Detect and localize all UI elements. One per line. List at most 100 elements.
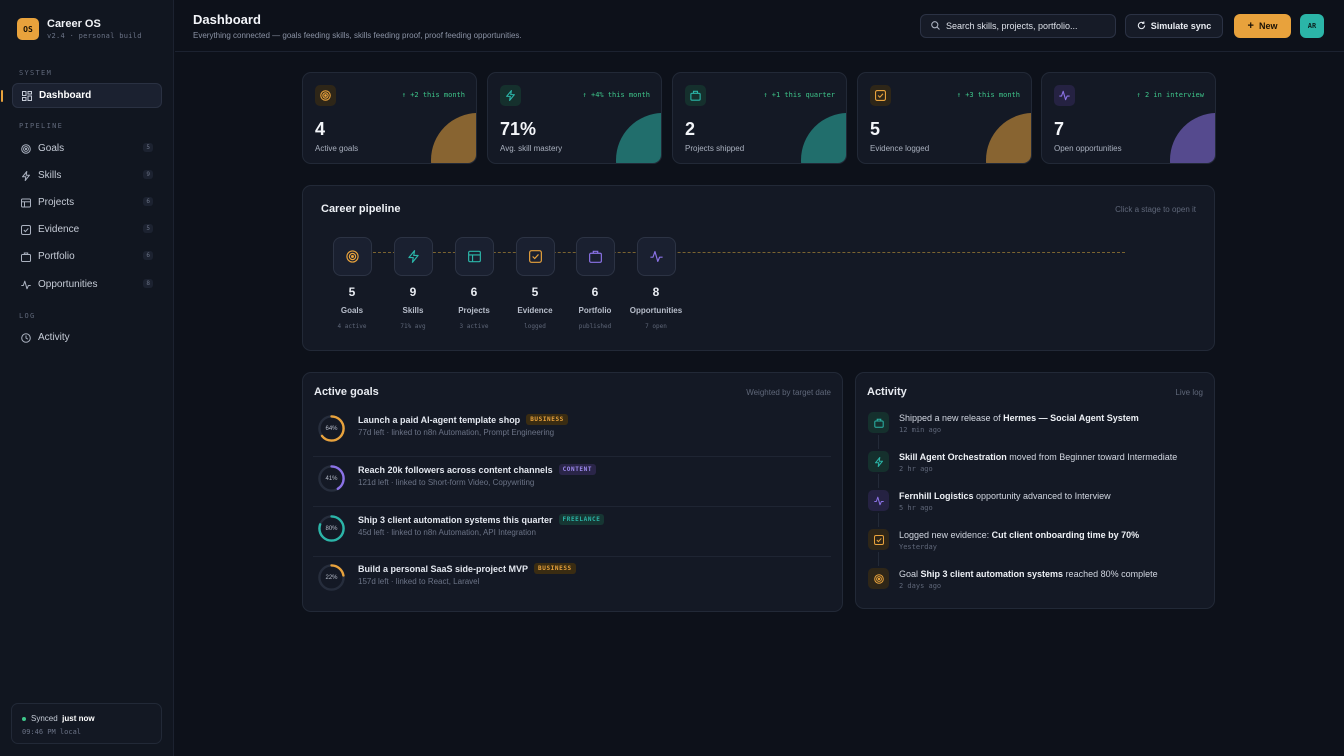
activity-item[interactable]: Skill Agent Orchestration moved from Beg… — [868, 450, 1208, 488]
target-icon — [332, 237, 372, 276]
bag-icon — [868, 412, 889, 433]
sidebar-item-portfolio[interactable]: Portfolio 6 — [12, 244, 162, 269]
bolt-icon — [21, 170, 31, 181]
pipeline-stage-goals[interactable]: 5 Goals 4 active — [322, 237, 382, 330]
activity-item[interactable]: Shipped a new release of Hermes — Social… — [868, 411, 1208, 449]
sidebar-item-goals[interactable]: Goals 5 — [12, 136, 162, 161]
section-system-label: SYSTEM — [19, 69, 53, 77]
grid-icon — [22, 90, 32, 101]
search-placeholder: Search skills, projects, portfolio... — [946, 21, 1078, 31]
stat-label: Active goals — [315, 144, 359, 153]
goal-subtitle: 157d left · linked to React, Laravel — [358, 577, 480, 586]
sidebar-item-evidence[interactable]: Evidence 5 — [12, 217, 162, 242]
simulate-sync-button[interactable]: Simulate sync — [1125, 14, 1223, 38]
sidebar-item-label: Evidence — [38, 224, 80, 235]
activity-time: 12 min ago — [899, 426, 942, 434]
goal-row[interactable]: 41% Reach 20k followers across content c… — [313, 459, 831, 507]
goal-title: Launch a paid AI-agent template shop — [358, 414, 521, 425]
stat-card-goals[interactable]: ↑ +2 this month 4 Active goals — [302, 72, 477, 164]
progress-ring — [318, 564, 345, 591]
goal-percent: 22% — [325, 574, 338, 581]
activity-text: Fernhill Logistics opportunity advanced … — [899, 491, 1111, 501]
goal-row[interactable]: 64% Launch a paid AI-agent template shop… — [313, 409, 831, 457]
stat-card-opportunities[interactable]: ↑ 2 in interview 7 Open opportunities — [1041, 72, 1216, 164]
sidebar-item-skills[interactable]: Skills 9 — [12, 163, 162, 188]
stat-label: Avg. skill mastery — [500, 144, 563, 153]
progress-ring — [318, 515, 345, 542]
activity-item[interactable]: Fernhill Logistics opportunity advanced … — [868, 489, 1208, 527]
checkbox-icon — [21, 224, 31, 235]
stat-card-skill-mastery[interactable]: ↑ +4% this month 71% Avg. skill mastery — [487, 72, 662, 164]
sidebar-item-activity[interactable]: Activity — [12, 325, 162, 350]
timeline-line — [878, 435, 879, 449]
stage-sub: published — [578, 323, 612, 330]
sidebar-item-dashboard[interactable]: Dashboard — [1, 83, 162, 108]
goal-title: Reach 20k followers across content chann… — [358, 464, 553, 475]
sidebar: OS Career OS v2.4 · personal build SYSTE… — [0, 0, 174, 756]
pipeline-stage-projects[interactable]: 6 Projects 3 active — [444, 237, 504, 330]
sidebar-item-label: Portfolio — [38, 251, 75, 262]
pulse-icon — [21, 280, 31, 290]
stage-sub: 4 active — [337, 323, 367, 330]
activity-text: Shipped a new release of Hermes — Social… — [899, 413, 1139, 423]
stat-delta: ↑ +4% this month — [582, 91, 650, 99]
goal-row[interactable]: 80% Ship 3 client automation systems thi… — [313, 509, 831, 557]
count-badge: 5 — [143, 143, 153, 152]
activity-time: 2 days ago — [899, 582, 942, 590]
stage-name: Evidence — [517, 306, 553, 315]
stage-sub: logged — [524, 323, 546, 330]
goal-tag: BUSINESS — [526, 414, 568, 425]
count-badge: 9 — [143, 170, 153, 179]
stat-delta: ↑ 2 in interview — [1136, 91, 1204, 99]
stat-value: 71% — [500, 119, 537, 139]
stage-sub: 71% avg — [400, 323, 426, 330]
goal-title-row: Build a personal SaaS side-project MVP BU… — [358, 563, 576, 574]
stat-card-projects[interactable]: ↑ +1 this quarter 2 Projects shipped — [672, 72, 847, 164]
avatar[interactable]: AR — [1300, 14, 1324, 38]
pipeline-stage-skills[interactable]: 9 Skills 71% avg — [383, 237, 443, 330]
timeline-line — [878, 474, 879, 488]
stat-card-evidence[interactable]: ↑ +3 this month 5 Evidence logged — [857, 72, 1032, 164]
stat-decoration — [616, 113, 661, 163]
goal-tag: FREELANCE — [558, 514, 605, 525]
activity-hint: Live log — [1175, 388, 1203, 397]
stage-sub: 7 open — [645, 323, 667, 330]
active-goals-hint: Weighted by target date — [746, 388, 831, 397]
search-input[interactable]: Search skills, projects, portfolio... — [920, 14, 1116, 38]
clock-icon — [21, 332, 31, 343]
briefcase-icon — [21, 252, 31, 262]
stage-count: 6 — [470, 285, 478, 299]
activity-item[interactable]: Goal Ship 3 client automation systems re… — [868, 567, 1208, 603]
progress-ring — [318, 465, 345, 492]
sidebar-item-label: Dashboard — [39, 90, 92, 101]
pipeline-stage-opportunities[interactable]: 8 Opportunities 7 open — [626, 237, 686, 330]
pipeline-stage-portfolio[interactable]: 6 Portfolio published — [565, 237, 625, 330]
timeline-line — [878, 513, 879, 527]
pipeline-stage-evidence[interactable]: 5 Evidence logged — [505, 237, 565, 330]
stat-label: Open opportunities — [1054, 144, 1122, 153]
count-badge: 6 — [143, 197, 153, 206]
new-button[interactable]: + New — [1234, 14, 1291, 38]
sidebar-item-label: Goals — [38, 143, 65, 154]
target-icon — [315, 85, 336, 106]
active-goals-title: Active goals — [314, 386, 379, 398]
sidebar-item-projects[interactable]: Projects 6 — [12, 190, 162, 215]
count-badge: 6 — [143, 251, 153, 260]
sidebar-item-opportunities[interactable]: Opportunities 8 — [12, 272, 162, 297]
pipeline-hint: Click a stage to open it — [1115, 205, 1196, 214]
app-logo: OS — [17, 18, 39, 40]
stage-count: 5 — [348, 285, 356, 299]
stage-sub: 3 active — [459, 323, 489, 330]
stage-count: 5 — [531, 285, 539, 299]
brand[interactable]: OS Career OS v2.4 · personal build — [17, 18, 142, 40]
section-log-label: LOG — [19, 312, 36, 320]
bolt-icon — [393, 237, 433, 276]
stat-decoration — [1170, 113, 1215, 163]
goal-row[interactable]: 22% Build a personal SaaS side-project M… — [313, 558, 831, 606]
activity-text: Skill Agent Orchestration moved from Beg… — [899, 452, 1178, 462]
layout-icon — [454, 237, 494, 276]
goal-title-row: Ship 3 client automation systems this qu… — [358, 514, 605, 525]
stat-delta: ↑ +2 this month — [401, 91, 465, 99]
stat-decoration — [801, 113, 846, 163]
activity-item[interactable]: Logged new evidence: Cut client onboardi… — [868, 528, 1208, 566]
